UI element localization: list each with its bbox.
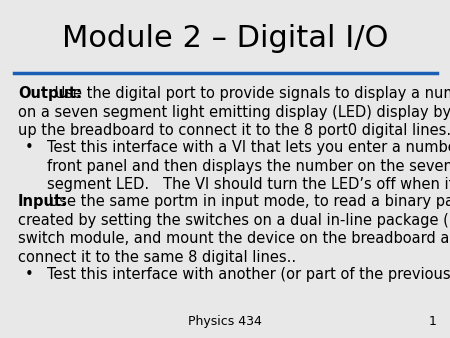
Text: up the breadboard to connect it to the 8 port0 digital lines.: up the breadboard to connect it to the 8…: [18, 123, 450, 138]
Text: Test this interface with a VI that lets you enter a number on the: Test this interface with a VI that lets …: [47, 140, 450, 155]
Text: created by setting the switches on a dual in-line package (DIP): created by setting the switches on a dua…: [18, 213, 450, 227]
Text: Output:: Output:: [18, 86, 82, 101]
Text: segment LED.   The VI should turn the LED’s off when it quits.: segment LED. The VI should turn the LED’…: [47, 177, 450, 192]
Text: •: •: [25, 267, 33, 282]
Text: connect it to the same 8 digital lines..: connect it to the same 8 digital lines..: [18, 250, 296, 265]
Text: 1: 1: [428, 315, 436, 328]
Text: on a seven segment light emitting display (LED) display by wiring: on a seven segment light emitting displa…: [18, 105, 450, 120]
Text: •: •: [25, 140, 33, 155]
Text: Physics 434: Physics 434: [188, 315, 262, 328]
Text: Test this interface with another (or part of the previous) VI.: Test this interface with another (or par…: [47, 267, 450, 282]
Text: Use the digital port to provide signals to display a number: Use the digital port to provide signals …: [50, 86, 450, 101]
Text: front panel and then displays the number on the seven-: front panel and then displays the number…: [47, 159, 450, 174]
Text: Input:: Input:: [18, 194, 68, 209]
Text: Module 2 – Digital I/O: Module 2 – Digital I/O: [62, 24, 388, 53]
Text: Use the same portm in input mode, to read a binary pattern: Use the same portm in input mode, to rea…: [44, 194, 450, 209]
Text: switch module, and mount the device on the breadboard and: switch module, and mount the device on t…: [18, 231, 450, 246]
